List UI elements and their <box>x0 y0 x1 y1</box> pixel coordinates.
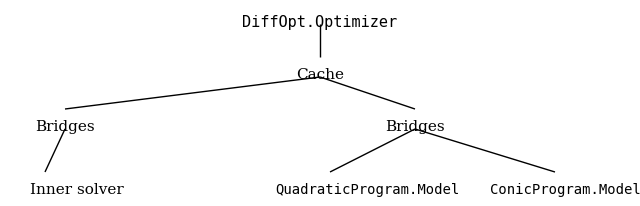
Text: DiffOpt.Optimizer: DiffOpt.Optimizer <box>243 15 397 30</box>
Text: ConicProgram.Model: ConicProgram.Model <box>490 182 640 196</box>
Text: Cache: Cache <box>296 68 344 82</box>
Text: Bridges: Bridges <box>35 119 95 133</box>
Text: Bridges: Bridges <box>385 119 445 133</box>
Text: QuadraticProgram.Model: QuadraticProgram.Model <box>275 182 460 196</box>
Text: Inner solver: Inner solver <box>30 182 124 196</box>
